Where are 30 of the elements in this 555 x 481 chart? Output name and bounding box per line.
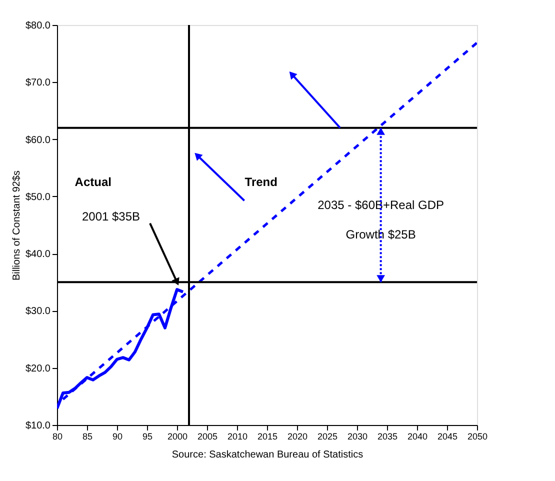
- y-tick-label: $50.0: [25, 192, 51, 203]
- x-tick-label: 95: [142, 432, 153, 442]
- y-tick-label: $80.0: [25, 20, 51, 32]
- x-tick-label: 90: [112, 432, 123, 442]
- y-tick-label: $20.0: [25, 363, 51, 374]
- annotation: Trend: [244, 175, 278, 190]
- annotation: 2001 $35B: [82, 209, 140, 224]
- annotation: Actual: [74, 175, 112, 190]
- x-tick-label: 2015: [257, 432, 278, 442]
- annotation: 2035 - $60B+Real GDP: [318, 198, 444, 212]
- y-tick-label: $10.0: [25, 420, 51, 432]
- y-tick-label: $40.0: [25, 249, 51, 260]
- y-tick-label: $30.0: [25, 306, 51, 318]
- x-tick-label: 2010: [227, 432, 248, 442]
- x-tick-label: 85: [82, 432, 93, 442]
- y-axis-title: Billions of Constant 92$s: [11, 170, 22, 281]
- x-tick-label: 2020: [287, 432, 308, 442]
- x-tick-label: 80: [52, 432, 63, 442]
- x-tick-label: 2000: [167, 432, 188, 442]
- x-tick-label: 2040: [407, 432, 428, 442]
- x-tick-label: 2035: [377, 432, 398, 442]
- x-tick-label: 2045: [437, 432, 458, 442]
- y-tick-label: $70.0: [25, 78, 51, 89]
- x-tick-label: 2005: [197, 432, 218, 442]
- annotation: Growth $25B: [346, 228, 416, 242]
- x-axis-title: Source: Saskatchewan Bureau of Statistics: [172, 450, 364, 460]
- x-tick-label: 2030: [347, 432, 368, 442]
- y-tick-label: $60.0: [25, 134, 51, 146]
- x-tick-label: 2025: [317, 432, 338, 442]
- x-tick-label: 2050: [467, 432, 488, 442]
